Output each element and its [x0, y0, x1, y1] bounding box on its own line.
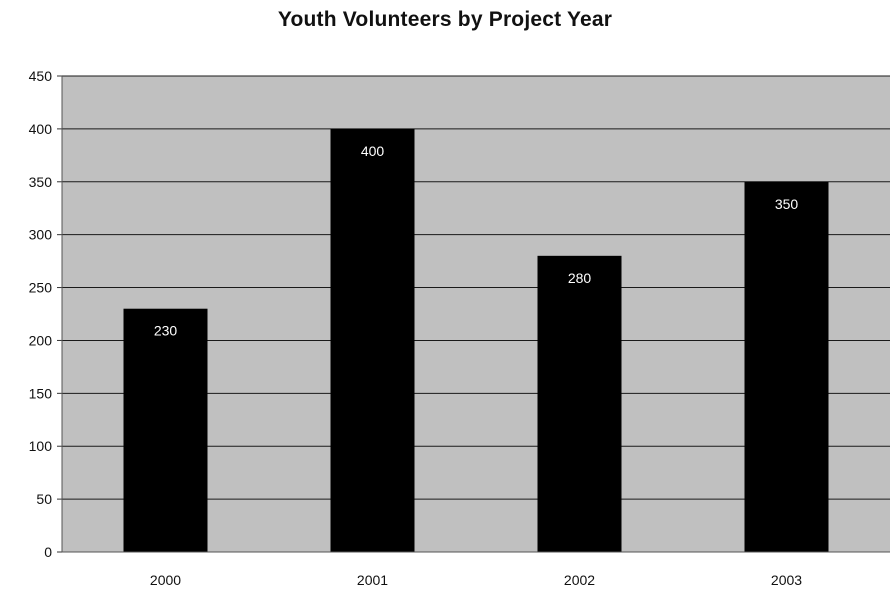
y-tick-label: 100 [29, 438, 53, 454]
x-tick-label-2001: 2001 [357, 572, 388, 588]
y-tick-label: 450 [29, 68, 53, 84]
bar-2000 [123, 308, 208, 552]
bars [123, 128, 829, 553]
data-label-2000: 230 [154, 323, 178, 339]
chart-title: Youth Volunteers by Project Year [277, 8, 613, 31]
y-tick-label: 400 [29, 121, 53, 137]
x-axis: 2000 2001 2002 2003 [62, 551, 890, 588]
data-label-2001: 400 [361, 143, 385, 159]
y-tick-label: 200 [29, 332, 53, 348]
y-axis: 0 50 100 150 200 250 300 350 400 450 [29, 68, 63, 560]
x-tick-label-2003: 2003 [771, 572, 802, 588]
y-tick-label: 0 [44, 544, 52, 560]
y-tick-label: 350 [29, 174, 53, 190]
bar-2001 [330, 128, 415, 552]
x-tick-label-2000: 2000 [150, 572, 181, 588]
y-tick-label: 250 [29, 280, 53, 296]
y-tick-label: 150 [29, 385, 53, 401]
x-tick-label-2002: 2002 [564, 572, 595, 588]
data-label-2002: 280 [568, 270, 592, 286]
data-labels: 230 400 280 350 [154, 143, 799, 339]
bar-2002 [537, 255, 622, 553]
data-label-2003: 350 [775, 196, 799, 212]
y-tick-label: 300 [29, 227, 53, 243]
bar-2003 [744, 181, 829, 552]
y-tick-label: 50 [36, 491, 52, 507]
